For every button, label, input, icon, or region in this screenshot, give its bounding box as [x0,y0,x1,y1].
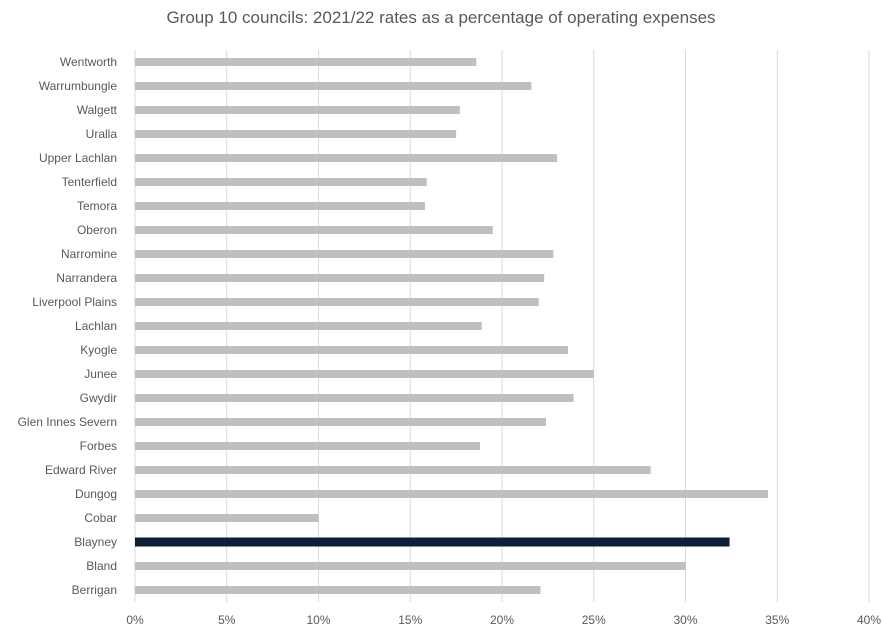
category-label: Kyogle [80,343,117,357]
bar-uralla [135,130,457,138]
bar-junee [135,370,594,378]
bar-wentworth [135,58,477,66]
category-label: Glen Innes Severn [18,415,117,429]
bar-bland [135,562,686,570]
bar-blayney [135,537,730,547]
category-label: Blayney [74,535,117,549]
category-label: Walgett [77,103,118,117]
bar-forbes [135,442,480,450]
category-labels: Wentworth Warrumbungle Walgett Uralla Upper … [18,55,118,597]
category-label: Lachlan [75,319,117,333]
bar-narrandera [135,274,545,282]
category-label: Narromine [61,247,117,261]
bar-walgett [135,106,460,114]
x-tick-label: 5% [218,613,236,627]
category-label: Forbes [80,439,117,453]
bar-berrigan [135,586,541,594]
bar-oberon [135,226,493,234]
category-label: Temora [77,199,117,213]
bar-kyogle [135,346,569,354]
x-tick-label: 15% [398,613,422,627]
bar-gwydir [135,394,574,402]
category-label: Edward River [45,463,117,477]
chart-title: Group 10 councils: 2021/22 rates as a pe… [166,8,716,27]
category-label: Berrigan [72,583,117,597]
bar-warrumbungle [135,82,532,90]
category-label: Warrumbungle [39,79,118,93]
x-tick-label: 30% [673,613,697,627]
bar-cobar [135,514,319,522]
category-label: Narrandera [56,271,117,285]
category-label: Liverpool Plains [32,295,117,309]
bar-edward-river [135,466,651,474]
x-tick-label: 35% [765,613,789,627]
category-label: Junee [84,367,117,381]
bar-liverpool-plains [135,298,539,306]
bar-upper-lachlan [135,154,558,162]
category-label: Oberon [77,223,117,237]
x-tick-label: 20% [490,613,514,627]
x-tick-label: 0% [126,613,144,627]
bar-tenterfield [135,178,427,186]
bar-dungog [135,490,769,498]
x-tick-label: 25% [582,613,606,627]
bar-temora [135,202,425,210]
category-label: Uralla [86,127,118,141]
bars [135,58,769,594]
x-tick-labels: 0% 5% 10% 15% 20% 25% 30% 35% 40% [126,613,881,627]
category-label: Upper Lachlan [39,151,117,165]
bar-glen-innes-severn [135,418,547,426]
category-label: Tenterfield [62,175,117,189]
x-tick-label: 40% [857,613,881,627]
category-label: Cobar [84,511,117,525]
x-tick-label: 10% [306,613,330,627]
category-label: Dungog [75,487,117,501]
category-label: Bland [86,559,117,573]
bar-lachlan [135,322,482,330]
bar-narromine [135,250,554,258]
category-label: Wentworth [60,55,117,69]
category-label: Gwydir [80,391,117,405]
